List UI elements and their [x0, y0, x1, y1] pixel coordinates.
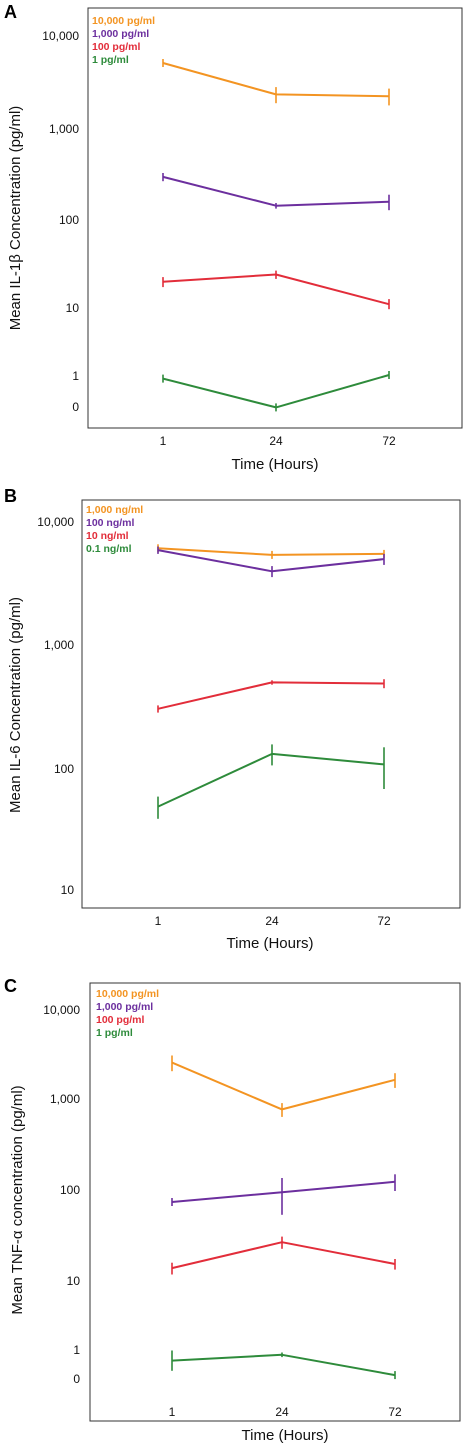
panel-c-x-tick-label: 1	[169, 1405, 176, 1419]
panel-a-legend-entry: 1,000 pg/ml	[92, 28, 149, 40]
panel-a-y-tick-label: 0	[72, 400, 79, 414]
panel-b-x-tick-label: 72	[377, 914, 391, 928]
panel-a-legend-entry: 10,000 pg/ml	[92, 15, 155, 27]
panel-c: C Mean TNF-α concentration (pg/ml) Time …	[4, 976, 461, 1444]
panel-b-y-tick-label: 100	[54, 762, 74, 776]
panel-a-legend-entry: 1 pg/ml	[92, 54, 129, 66]
panel-c-y-tick-label: 100	[60, 1183, 80, 1197]
panel-c-y-tick-label: 10	[67, 1274, 81, 1288]
panel-c-series-line	[171, 1241, 396, 1270]
panel-a-legend-entry: 100 pg/ml	[92, 41, 141, 53]
panel-b-x-axis-label: Time (Hours)	[227, 935, 314, 952]
panel-a-series-line	[162, 175, 390, 207]
panel-b-legend-entry: 10 ng/ml	[86, 530, 129, 542]
panel-b-y-tick-label: 10	[61, 883, 75, 897]
panel-a-y-tick-label: 1,000	[49, 122, 79, 136]
panel-b-y-tick-label: 10,000	[37, 515, 74, 529]
panel-a-y-tick-label: 10,000	[42, 29, 79, 43]
panel-c-y-tick-label: 0	[73, 1372, 80, 1386]
panel-c-series-line	[171, 1353, 396, 1377]
panel-a-y-tick-label: 10	[66, 301, 80, 315]
panel-c-plot-frame	[89, 982, 461, 1422]
panel-a-series-layer	[162, 59, 390, 412]
panel-a-x-tick-label: 72	[382, 434, 396, 448]
panel-b-series-line	[157, 752, 385, 808]
panel-c-x-tick-label: 72	[388, 1405, 402, 1419]
panel-a-plot-frame	[87, 7, 463, 429]
panel-b-plot-frame	[81, 499, 461, 909]
panel-c-legend-entry: 1,000 pg/ml	[96, 1001, 153, 1013]
panel-b-x-tick-label: 24	[265, 914, 279, 928]
panel-b-legend-entry: 1,000 ng/ml	[86, 504, 143, 516]
panel-b-y-axis-label: Mean IL-6 Concentration (pg/ml)	[7, 597, 24, 813]
panel-b-series-line	[157, 681, 385, 710]
panel-c-y-tick-label: 1,000	[50, 1092, 80, 1106]
panel-c-legend-entry: 1 pg/ml	[96, 1027, 133, 1039]
panel-a-series-line	[162, 374, 390, 409]
panel-c-x-tick-label: 24	[275, 1405, 289, 1419]
panel-b-x-tick-label: 1	[155, 914, 162, 928]
panel-c-letter: C	[4, 976, 17, 996]
panel-a-y-axis-label: Mean IL-1β Concentration (pg/ml)	[7, 106, 24, 331]
panel-a: A Mean IL-1β Concentration (pg/ml) Time …	[4, 2, 463, 473]
panel-c-legend-entry: 100 pg/ml	[96, 1014, 145, 1026]
panel-b-y-tick-label: 1,000	[44, 638, 74, 652]
panel-a-x-tick-label: 1	[160, 434, 167, 448]
panel-c-x-axis-label: Time (Hours)	[242, 1427, 329, 1444]
panel-b-letter: B	[4, 486, 17, 506]
panel-c-legend-entry: 10,000 pg/ml	[96, 988, 159, 1000]
panel-a-y-tick-label: 100	[59, 213, 79, 227]
panel-c-series-layer	[171, 1055, 396, 1380]
panel-a-x-axis-label: Time (Hours)	[232, 456, 319, 473]
panel-c-series-line	[171, 1180, 396, 1203]
panel-c-y-tick-label: 10,000	[43, 1003, 80, 1017]
panel-b-series-layer	[157, 544, 385, 819]
panel-c-series-line	[171, 1061, 396, 1111]
panel-b-series-line	[157, 547, 385, 556]
panel-c-y-tick-label: 1	[73, 1343, 80, 1357]
panel-b-legend-entry: 0.1 ng/ml	[86, 543, 132, 555]
panel-a-series-line	[162, 273, 390, 306]
panel-a-letter: A	[4, 2, 17, 22]
panel-c-y-axis-label: Mean TNF-α concentration (pg/ml)	[9, 1085, 26, 1314]
panel-a-y-tick-label: 1	[72, 369, 79, 383]
panel-b: B Mean IL-6 Concentration (pg/ml) Time (…	[4, 486, 461, 952]
panel-b-legend-entry: 100 ng/ml	[86, 517, 135, 529]
panel-a-x-tick-label: 24	[269, 434, 283, 448]
